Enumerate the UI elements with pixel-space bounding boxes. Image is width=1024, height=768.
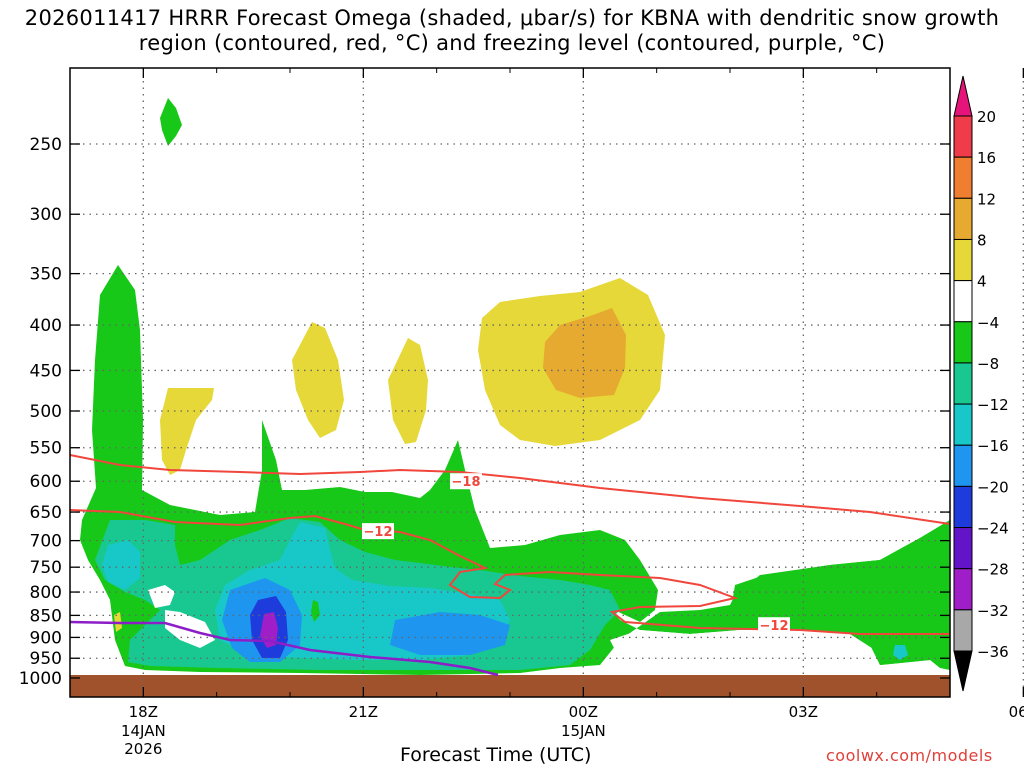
x-tick-label: 00Z: [569, 703, 598, 721]
contour-labels: −18 −12 −12: [362, 473, 790, 634]
omega-region-blue-right: [390, 612, 510, 655]
omega-region-green-small: [160, 98, 182, 146]
colorbar-label: −4: [977, 314, 999, 332]
freezing-level-line: [69, 620, 499, 677]
colorbar-bin: [953, 403, 973, 446]
colorbar-label: −20: [977, 478, 1009, 496]
colorbar-bin: [953, 280, 973, 323]
x-tick-sublabel: 14JAN: [121, 722, 166, 740]
x-tick-label: 21Z: [349, 703, 378, 721]
contour-label-1: −12: [364, 525, 393, 540]
x-tick-label: 18Z: [129, 703, 158, 721]
colorbar-label: 8: [977, 231, 987, 249]
contour-label-bg: [450, 473, 482, 490]
contour-label-2: −12: [760, 619, 789, 634]
y-tick-label: 800: [30, 583, 62, 603]
omega-region-white-2: [148, 585, 175, 608]
y-tick-label: 500: [30, 402, 62, 422]
omega-region-cyan-left: [102, 540, 140, 590]
y-tick-label: 950: [30, 649, 62, 669]
colorbar-label: −32: [977, 602, 1009, 620]
x-tick-label: 03Z: [789, 703, 818, 721]
contour-line-minus18: [69, 454, 951, 525]
colorbar-label: −16: [977, 437, 1009, 455]
colorbar-bin: [953, 444, 973, 487]
colorbar-label: −24: [977, 520, 1009, 538]
y-tick-label: 600: [30, 472, 62, 492]
colorbar-label: 20: [977, 108, 996, 126]
colorbar-bin: [953, 321, 973, 364]
credit-text: coolwx.com/models: [826, 746, 993, 765]
y-tick-label: 700: [30, 532, 62, 552]
colorbar-label: −12: [977, 396, 1009, 414]
omega-region-cyan-speck: [893, 645, 908, 660]
colorbar-bin: [953, 238, 973, 282]
omega-region-orange: [543, 308, 626, 398]
colorbar: 20 16 12 8 4 −4 −8 −12 −16 −20 −24 −28 −32 −36: [953, 75, 1009, 692]
y-tick-label: 850: [30, 606, 62, 626]
terrain-strip: [70, 675, 950, 697]
colorbar-bin: [953, 197, 973, 240]
omega-region-white-1: [610, 630, 862, 664]
colorbar-bin: [953, 568, 973, 611]
y-tick-label: 1000: [19, 669, 62, 689]
colorbar-bin: [953, 156, 973, 199]
colorbar-bin: [953, 609, 973, 652]
y-tick-label: 650: [30, 503, 62, 523]
y-tick-label: 550: [30, 439, 62, 459]
x-tick-label: 06Z: [1009, 703, 1024, 721]
contour-label-0: −18: [452, 475, 481, 490]
colorbar-bin: [953, 527, 973, 570]
contour-label-bg: [362, 523, 394, 540]
colorbar-bottom-arrow: [953, 650, 973, 692]
y-tick-label: 250: [30, 135, 62, 155]
x-axis-title: Forecast Time (UTC): [400, 744, 592, 766]
y-axis: 2503003504004505005506006507007508008509…: [19, 135, 950, 689]
omega-region-green-lowright: [730, 520, 950, 670]
y-tick-label: 900: [30, 628, 62, 648]
contour-line-minus12a: [69, 509, 950, 635]
y-tick-label: 350: [30, 265, 62, 285]
colorbar-bin: [953, 485, 973, 529]
x-axis: 18Z14JAN202621Z00Z15JAN03Z06Z09Z: [69, 68, 1024, 758]
colorbar-label: 4: [977, 273, 987, 291]
y-tick-label: 400: [30, 316, 62, 336]
contour-label-bg: [758, 617, 790, 634]
colorbar-top-arrow: [953, 75, 973, 117]
omega-region-yellow-1: [160, 388, 214, 475]
x-tick-sublabel: 2026: [124, 740, 162, 758]
temperature-contours: [69, 454, 951, 677]
colorbar-label: −36: [977, 643, 1009, 661]
omega-shading: [80, 98, 950, 675]
y-tick-label: 750: [30, 558, 62, 578]
colorbar-label: 12: [977, 190, 996, 208]
colorbar-bin: [953, 115, 973, 158]
omega-region-purple: [260, 612, 278, 648]
y-tick-label: 300: [30, 205, 62, 225]
omega-region-yellow-3: [388, 338, 428, 444]
colorbar-label: 16: [977, 149, 996, 167]
x-tick-sublabel: 15JAN: [561, 722, 606, 740]
omega-region-yellow-2: [292, 322, 344, 438]
colorbar-label: −28: [977, 561, 1009, 579]
colorbar-label: −8: [977, 355, 999, 373]
chart-title: 2026011417 HRRR Forecast Omega (shaded, …: [24, 6, 1000, 55]
omega-region-green-speck: [311, 600, 320, 622]
grid: [70, 68, 1024, 697]
colorbar-bin: [953, 362, 973, 405]
y-tick-label: 450: [30, 361, 62, 381]
